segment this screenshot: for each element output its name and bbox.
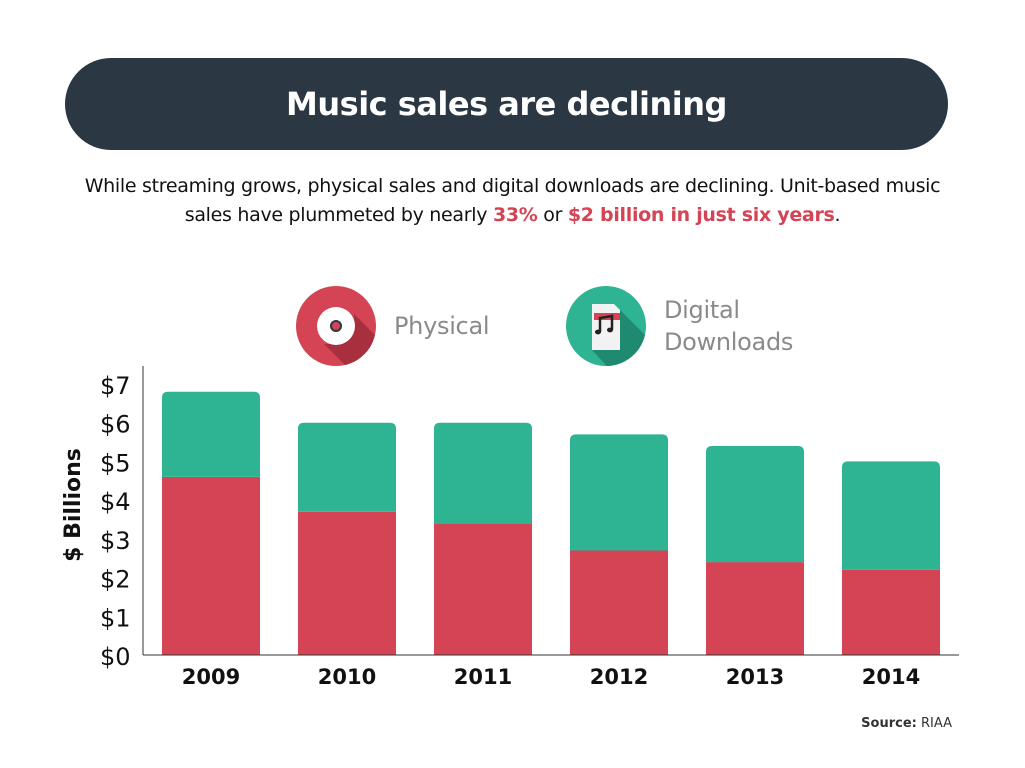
legend-physical: Physical <box>296 286 490 366</box>
x-tick-label-2011: 2011 <box>454 665 512 689</box>
subtitle-text: While streaming grows, physical sales an… <box>60 172 965 230</box>
bar-digital-2010 <box>298 422 396 512</box>
x-tick-label-2012: 2012 <box>590 665 648 689</box>
legend-physical-label: Physical <box>394 312 490 340</box>
bar-digital-2013 <box>706 445 804 563</box>
legend-digital: Digital Downloads <box>566 286 824 366</box>
legend-digital-label-line2: Downloads <box>664 328 794 356</box>
bars-group <box>162 391 940 655</box>
y-tick-label-0: $0 <box>100 643 131 671</box>
y-tick-label-3: $3 <box>100 527 131 555</box>
source-note: Source: RIAA <box>861 716 952 731</box>
subtitle-highlight-amount: $2 billion in just six years <box>567 204 835 226</box>
title-banner: Music sales are declining <box>65 58 948 150</box>
y-ticks-group: $0 $1 $2 $3 $4 $5 $6 $7 <box>100 372 131 671</box>
subtitle-highlight-percent: 33% <box>492 204 538 226</box>
y-tick-label-1: $1 <box>100 604 131 632</box>
bar-digital-2009 <box>162 391 260 477</box>
y-tick-label-4: $4 <box>100 488 131 516</box>
bar-physical-2009 <box>162 476 260 655</box>
bar-digital-2011 <box>434 422 532 524</box>
subtitle-part1: While streaming grows, physical sales an… <box>84 175 941 226</box>
y-tick-label-6: $6 <box>100 411 131 439</box>
source-label: Source: <box>861 716 917 731</box>
x-tick-label-2014: 2014 <box>862 665 920 689</box>
bar-physical-2012 <box>570 550 668 655</box>
x-tick-label-2010: 2010 <box>318 665 376 689</box>
legend-digital-label: Digital Downloads <box>664 294 824 358</box>
page-title: Music sales are declining <box>286 85 727 123</box>
bar-physical-2014 <box>842 569 940 655</box>
y-tick-label-5: $5 <box>100 449 131 477</box>
source-value: RIAA <box>920 716 952 731</box>
bar-physical-2011 <box>434 523 532 655</box>
bar-digital-2012 <box>570 434 668 551</box>
music-file-icon <box>566 286 646 366</box>
x-ticks-group: 2009 2010 2011 2012 2013 2014 <box>182 665 920 689</box>
bar-digital-2014 <box>842 461 940 570</box>
y-tick-label-7: $7 <box>100 372 131 400</box>
subtitle-part3: . <box>834 204 841 226</box>
y-axis-label: $ Billions <box>61 448 86 562</box>
bar-physical-2013 <box>706 562 804 655</box>
subtitle-part2: or <box>537 204 568 226</box>
cd-disc-icon <box>296 286 376 366</box>
legend-digital-label-line1: Digital <box>664 296 740 324</box>
x-tick-label-2009: 2009 <box>182 665 240 689</box>
y-tick-label-2: $2 <box>100 566 131 594</box>
x-tick-label-2013: 2013 <box>726 665 784 689</box>
bar-physical-2010 <box>298 511 396 655</box>
